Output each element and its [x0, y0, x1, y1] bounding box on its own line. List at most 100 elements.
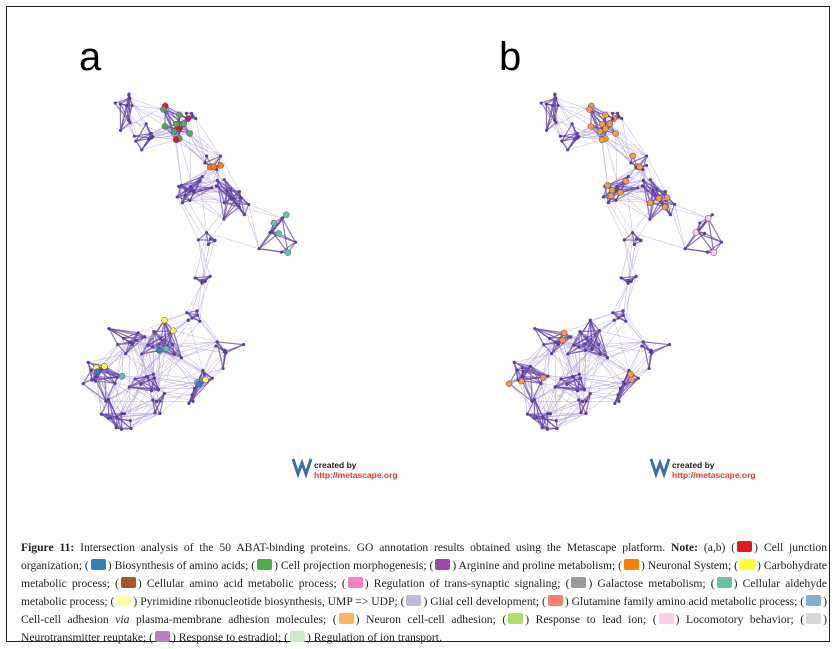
- network-edge: [526, 399, 535, 415]
- legend-swatch: [120, 577, 136, 588]
- network-edge: [110, 376, 123, 418]
- network-node: [626, 174, 630, 179]
- legend-label: Regulation of trans-synaptic signaling;: [373, 577, 561, 590]
- network-edge: [514, 353, 552, 363]
- network-panel-a: [81, 92, 298, 431]
- network-edge: [621, 118, 647, 157]
- network-edge: [163, 319, 183, 359]
- network-edge: [547, 338, 550, 377]
- network-edge: [107, 399, 117, 428]
- network-edge: [135, 140, 143, 151]
- network-node: [114, 426, 118, 430]
- network-node: [95, 375, 99, 379]
- network-edge: [193, 176, 203, 193]
- network-node: [626, 281, 630, 285]
- network-edge: [578, 399, 587, 414]
- network-edge: [625, 281, 632, 322]
- network-edge: [567, 349, 586, 355]
- network-node: [651, 188, 655, 193]
- network-edge: [166, 341, 218, 350]
- credit-url[interactable]: http://metascape.org: [314, 470, 398, 480]
- network-edge: [172, 341, 218, 345]
- network-edge: [534, 376, 549, 400]
- network-edge: [614, 377, 639, 404]
- network-node: [528, 364, 533, 368]
- network-node: [146, 343, 150, 347]
- network-edge: [223, 190, 228, 203]
- network-node: [624, 319, 628, 323]
- network-edge: [616, 200, 651, 204]
- network-node: [565, 382, 569, 386]
- network-node: [515, 368, 519, 372]
- network-node: [152, 376, 157, 380]
- network-node: [139, 382, 143, 386]
- legend-label: Cell projection morphogenesis;: [280, 559, 427, 572]
- network-node: [572, 343, 576, 347]
- network-edge: [631, 232, 635, 245]
- network-edge: [547, 399, 579, 414]
- network-node: [611, 311, 615, 315]
- network-node: [222, 178, 226, 182]
- network-node: [184, 188, 188, 192]
- network-node: [132, 134, 136, 138]
- network-edge: [540, 383, 548, 430]
- network-edge: [585, 381, 624, 414]
- network-node: [125, 104, 129, 108]
- network-node: [579, 410, 583, 415]
- network-node: [179, 356, 184, 360]
- network-node: [627, 370, 634, 378]
- network-node: [191, 399, 195, 403]
- network-edge: [201, 232, 207, 284]
- network-edge: [215, 345, 225, 353]
- network-edge: [642, 185, 657, 190]
- legend-label: Glutamine family amino acid metabolic pr…: [571, 595, 798, 608]
- network-node: [667, 343, 672, 347]
- network-edge: [114, 383, 122, 430]
- network-edge: [130, 389, 159, 429]
- network-edge: [134, 132, 152, 137]
- network-edge: [589, 319, 600, 332]
- network-edge: [592, 341, 644, 350]
- network-node: [185, 117, 189, 121]
- network-node: [180, 183, 184, 187]
- network-edge: [196, 310, 226, 351]
- network-edge: [281, 218, 289, 253]
- network-edge: [642, 341, 650, 369]
- network-node: [208, 274, 212, 278]
- network-edge: [152, 399, 156, 413]
- network-edge: [223, 179, 228, 191]
- network-edge: [181, 185, 217, 187]
- network-node: [588, 318, 592, 322]
- network-edge: [189, 133, 192, 187]
- network-node: [616, 316, 620, 320]
- network-node: [130, 103, 134, 108]
- network-node: [584, 336, 588, 340]
- legend-label: Carbohydrate metabolic process;: [21, 559, 827, 590]
- legend-swatch: [806, 595, 822, 606]
- legend-label: Pyrimidine ribonucleotide biosynthesis, …: [140, 595, 398, 608]
- network-node: [541, 415, 545, 419]
- network-edge: [598, 330, 609, 358]
- network-edge: [605, 138, 632, 164]
- network-node: [205, 154, 209, 158]
- network-edge: [121, 399, 153, 414]
- network-edge: [546, 103, 578, 139]
- network-node: [612, 130, 619, 137]
- legend-swatch: [624, 559, 640, 570]
- legend-swatch: [508, 613, 524, 624]
- network-edge: [540, 102, 568, 151]
- network-edge: [632, 232, 686, 249]
- network-edge: [622, 310, 652, 351]
- credit-url[interactable]: http://metascape.org: [672, 470, 756, 480]
- network-node: [634, 274, 638, 278]
- network-edge: [91, 379, 109, 419]
- network-edge: [624, 239, 632, 282]
- network-node: [629, 161, 633, 165]
- network-edge: [116, 412, 156, 429]
- network-node: [551, 104, 555, 108]
- network-node: [157, 342, 162, 346]
- network-node: [518, 377, 525, 385]
- legend-label: Biosynthesis of amino acids;: [114, 559, 249, 572]
- network-node: [710, 249, 718, 256]
- network-edge: [649, 179, 654, 191]
